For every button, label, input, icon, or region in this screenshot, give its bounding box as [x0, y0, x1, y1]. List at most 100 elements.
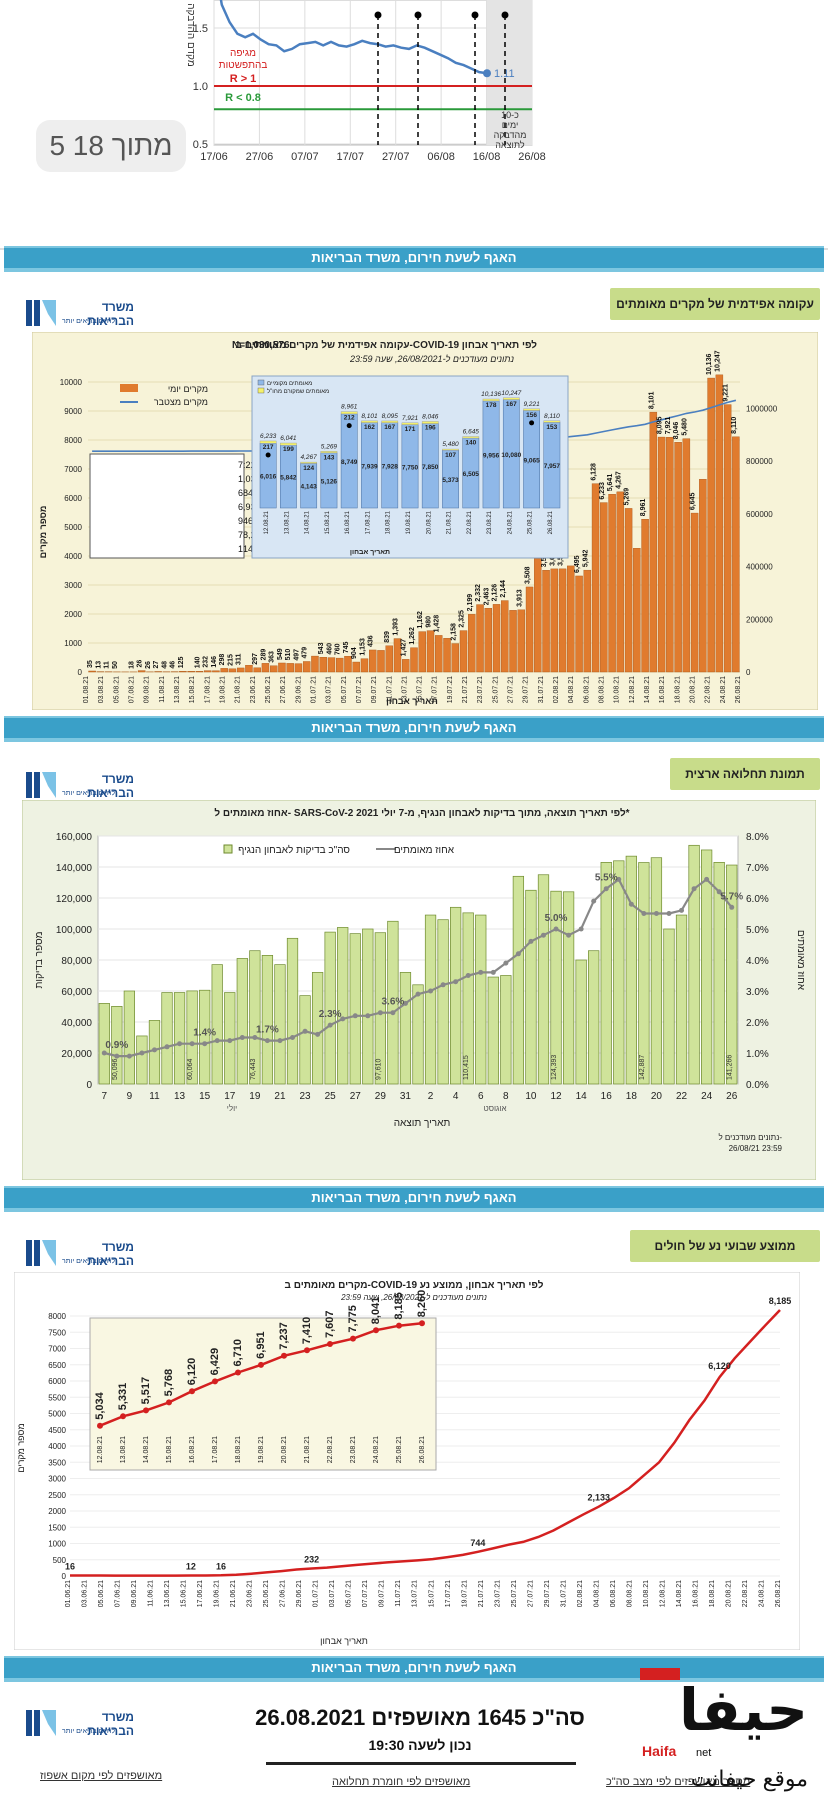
epi-data-label: 311 — [236, 654, 243, 665]
inset-xtick: 23.08.21 — [487, 510, 493, 534]
pos-point-label: 1.7% — [256, 1025, 279, 1036]
pos-bar — [350, 934, 361, 1084]
epi-xtick: 05.08.21 — [113, 676, 120, 703]
ma-inset-label: 5,768 — [163, 1369, 175, 1397]
pos-bar-label: 76,443 — [250, 1058, 257, 1080]
pos-point — [629, 902, 634, 907]
ma-xtick: 09.07.21 — [379, 1580, 386, 1607]
pos-point — [265, 1038, 270, 1043]
pos-point — [679, 908, 684, 913]
pos-point — [666, 911, 671, 916]
epi-bar — [377, 650, 384, 672]
epi-bar — [155, 671, 162, 672]
inset-abroad-label: 171 — [405, 426, 416, 433]
pos-xtick: 22 — [676, 1091, 688, 1102]
inset-abroad-label: 178 — [486, 402, 497, 409]
banner-stripe — [4, 1208, 824, 1212]
inset-local-label: 8,749 — [341, 459, 358, 466]
inset-local-label: 7,939 — [361, 463, 378, 470]
pos-xtick: 9 — [127, 1091, 133, 1102]
inset-bar-abroad — [544, 421, 560, 423]
inset-total-label: 4,267 — [301, 454, 318, 461]
inset-local-label: 7,957 — [544, 463, 561, 470]
ma-xtick: 03.07.21 — [329, 1580, 336, 1607]
pos-xtick: 12 — [550, 1091, 562, 1102]
pos-bar — [212, 965, 223, 1084]
inset-marker — [266, 452, 271, 457]
inset-total-label: 6,041 — [280, 435, 297, 442]
epi-bar — [386, 646, 393, 672]
r-event-dot — [415, 12, 422, 19]
pos-bar — [639, 863, 650, 1084]
pos-xtick: 29 — [375, 1091, 387, 1102]
watermark-main: حيفا — [679, 1678, 808, 1743]
pos-note: 26/08/21 23:59 — [729, 1144, 783, 1153]
ma-xtick: 21.07.21 — [478, 1580, 485, 1607]
epi-xtick: 07.07.21 — [356, 676, 363, 703]
inset-local-label: 4,143 — [301, 484, 318, 491]
epi-data-label: 1,393 — [392, 618, 399, 636]
pos-xtick: 24 — [701, 1091, 713, 1102]
r-xtick: 17/06 — [200, 151, 228, 163]
inset-total-label: 8,095 — [382, 413, 399, 420]
pos-xtick: 7 — [101, 1091, 107, 1102]
ma-inset-point — [212, 1378, 218, 1384]
r-xtick: 06/08 — [427, 151, 455, 163]
ma-inset-xtick: 20.08.21 — [281, 1436, 288, 1463]
ma-inset-label: 6,951 — [255, 1331, 267, 1359]
ma-xtick: 07.06.21 — [115, 1580, 122, 1607]
ma-title: מקרים מאומתים ב-COVID-19 לפי תאריך אבחון… — [285, 1279, 544, 1291]
inset-bar-abroad — [422, 421, 438, 423]
epi-xtick: 02.08.21 — [553, 676, 560, 703]
ma-xtick: 19.06.21 — [214, 1580, 221, 1607]
epi-legend-label: מקרים יומי — [168, 384, 208, 394]
epi-xtick: 23.07.21 — [477, 676, 484, 703]
ma-inset-point — [304, 1347, 310, 1353]
pos-point — [453, 979, 458, 984]
ma-inset-xtick: 14.08.21 — [143, 1436, 150, 1463]
inset-marker — [529, 420, 534, 425]
ma-inset-label: 5,517 — [140, 1377, 152, 1405]
pos-xtick: 20 — [651, 1091, 663, 1102]
epi-bar — [476, 605, 483, 672]
pos-xtick: 23 — [299, 1091, 311, 1102]
ma-ytick: 6000 — [48, 1377, 66, 1386]
inset-local-label: 5,373 — [442, 477, 459, 484]
epi-bar — [196, 671, 203, 672]
inset-xtick: 25.08.21 — [528, 510, 534, 534]
epi-data-label: 3,913 — [516, 589, 523, 607]
pos-point-label: 1.4% — [193, 1028, 216, 1039]
ma-inset-xtick: 25.08.21 — [396, 1436, 403, 1463]
epi-data-label: 140 — [194, 656, 201, 668]
inset-marker — [347, 423, 352, 428]
epi-ytick: 1000 — [64, 639, 82, 648]
pos-bar — [689, 845, 700, 1084]
pos-point-label: 3.6% — [382, 997, 405, 1008]
epi-data-label: 2,144 — [500, 580, 507, 598]
pos-point — [227, 1038, 232, 1043]
epi-data-label: 363 — [269, 651, 276, 663]
epi-bar — [237, 668, 244, 672]
epi-data-label: 1,162 — [417, 611, 424, 629]
ma-inset-point — [120, 1413, 126, 1419]
epi-data-label: 8,961 — [640, 499, 647, 517]
link-by-location[interactable]: מאושפזים לפי מקום אשפוז — [40, 1770, 162, 1782]
epi-xtick: 19.08.21 — [219, 676, 226, 703]
ma-inset-label: 6,710 — [232, 1339, 244, 1367]
ma-inset-point — [235, 1370, 241, 1376]
link-by-severity[interactable]: מאושפזים לפי חומרת תחלואה — [332, 1776, 470, 1788]
epi-xtick: 07.08.21 — [128, 676, 135, 703]
epi-bar — [617, 492, 624, 672]
pos-xtick: 19 — [249, 1091, 261, 1102]
ma-subtitle: נתונים מעודכנים ל-26/08/2021, שעה 23:59 — [340, 1293, 487, 1302]
inset-abroad-label: 167 — [384, 424, 395, 431]
ma-xtick: 29.06.21 — [296, 1580, 303, 1607]
pos-y2tick: 3.0% — [746, 987, 769, 998]
epi-bar — [295, 664, 302, 672]
epi-bar — [435, 635, 442, 672]
epi-data-label: 2,463 — [483, 588, 490, 606]
pos-bar — [626, 856, 637, 1084]
ma-xtick: 01.06.21 — [65, 1580, 72, 1607]
pos-bar — [614, 861, 625, 1084]
ma-xtick: 23.07.21 — [494, 1580, 501, 1607]
